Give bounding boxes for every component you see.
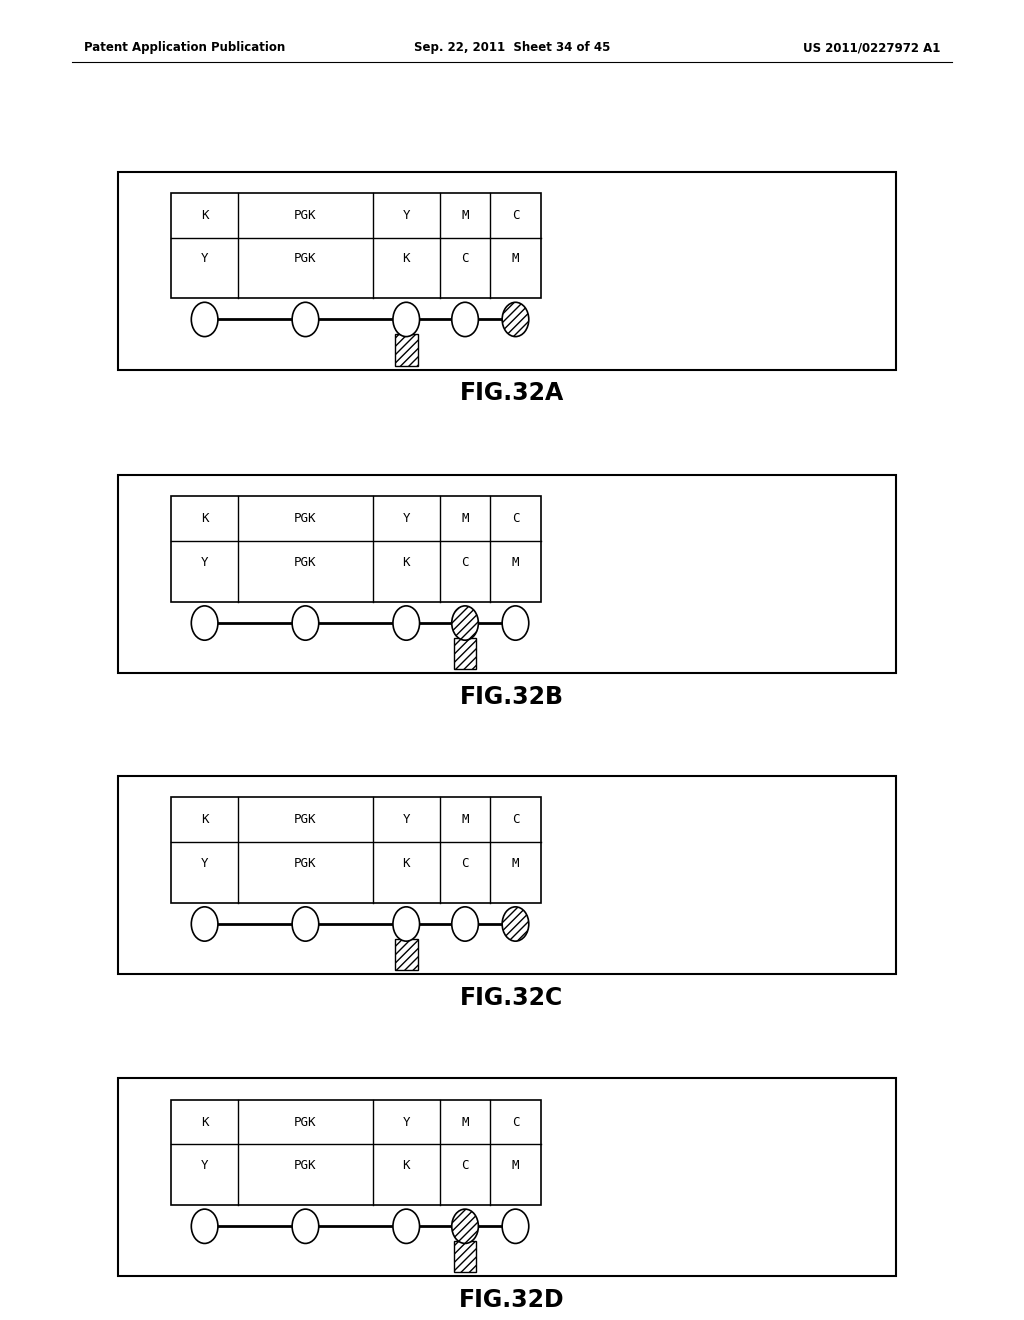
Text: C: C <box>512 209 519 222</box>
Ellipse shape <box>191 907 218 941</box>
Text: M: M <box>461 209 469 222</box>
Text: PGK: PGK <box>294 252 316 265</box>
Text: PGK: PGK <box>294 1115 316 1129</box>
Text: C: C <box>461 556 469 569</box>
Text: Y: Y <box>402 512 410 525</box>
Ellipse shape <box>502 1209 528 1243</box>
Ellipse shape <box>292 606 318 640</box>
Ellipse shape <box>191 1209 218 1243</box>
Text: FIG.32A: FIG.32A <box>460 381 564 405</box>
Text: C: C <box>512 512 519 525</box>
Text: US 2011/0227972 A1: US 2011/0227972 A1 <box>803 41 940 54</box>
Bar <box>118 172 896 370</box>
Text: Y: Y <box>402 813 410 826</box>
Text: C: C <box>461 252 469 265</box>
Text: PGK: PGK <box>294 1159 316 1172</box>
Text: M: M <box>512 857 519 870</box>
Text: Patent Application Publication: Patent Application Publication <box>84 41 286 54</box>
Bar <box>118 776 896 974</box>
Text: K: K <box>201 512 208 525</box>
Ellipse shape <box>191 606 218 640</box>
Text: Y: Y <box>402 1115 410 1129</box>
Ellipse shape <box>393 302 420 337</box>
Bar <box>171 1100 541 1205</box>
Bar <box>395 334 418 366</box>
Ellipse shape <box>292 1209 318 1243</box>
Text: FIG.32B: FIG.32B <box>460 685 564 709</box>
Text: C: C <box>461 1159 469 1172</box>
Text: K: K <box>402 1159 410 1172</box>
Text: C: C <box>512 1115 519 1129</box>
Text: K: K <box>402 252 410 265</box>
Text: PGK: PGK <box>294 857 316 870</box>
Text: M: M <box>461 1115 469 1129</box>
Text: K: K <box>201 1115 208 1129</box>
Text: FIG.32C: FIG.32C <box>461 986 563 1010</box>
Text: PGK: PGK <box>294 813 316 826</box>
Ellipse shape <box>191 302 218 337</box>
Ellipse shape <box>502 907 528 941</box>
Text: Y: Y <box>201 1159 208 1172</box>
Text: PGK: PGK <box>294 209 316 222</box>
Text: Y: Y <box>201 556 208 569</box>
Text: M: M <box>461 512 469 525</box>
Text: M: M <box>512 556 519 569</box>
Text: Y: Y <box>402 209 410 222</box>
Ellipse shape <box>393 1209 420 1243</box>
Ellipse shape <box>393 606 420 640</box>
Text: M: M <box>461 813 469 826</box>
Bar <box>171 496 541 602</box>
Ellipse shape <box>452 606 478 640</box>
Ellipse shape <box>292 302 318 337</box>
Ellipse shape <box>292 907 318 941</box>
Bar <box>171 193 541 298</box>
Text: K: K <box>201 813 208 826</box>
Bar <box>118 475 896 673</box>
Bar <box>171 797 541 903</box>
Text: C: C <box>512 813 519 826</box>
Text: PGK: PGK <box>294 512 316 525</box>
Text: Y: Y <box>201 857 208 870</box>
Text: M: M <box>512 252 519 265</box>
Text: PGK: PGK <box>294 556 316 569</box>
Text: FIG.32D: FIG.32D <box>459 1288 565 1312</box>
Text: Sep. 22, 2011  Sheet 34 of 45: Sep. 22, 2011 Sheet 34 of 45 <box>414 41 610 54</box>
Text: M: M <box>512 1159 519 1172</box>
Text: K: K <box>402 857 410 870</box>
Ellipse shape <box>452 907 478 941</box>
Ellipse shape <box>452 302 478 337</box>
Text: Y: Y <box>201 252 208 265</box>
Text: C: C <box>461 857 469 870</box>
Ellipse shape <box>502 606 528 640</box>
Ellipse shape <box>393 907 420 941</box>
Bar <box>454 1241 476 1272</box>
Ellipse shape <box>502 302 528 337</box>
Bar <box>118 1078 896 1276</box>
Ellipse shape <box>452 1209 478 1243</box>
Text: K: K <box>201 209 208 222</box>
Bar <box>454 638 476 669</box>
Bar <box>395 939 418 970</box>
Text: K: K <box>402 556 410 569</box>
